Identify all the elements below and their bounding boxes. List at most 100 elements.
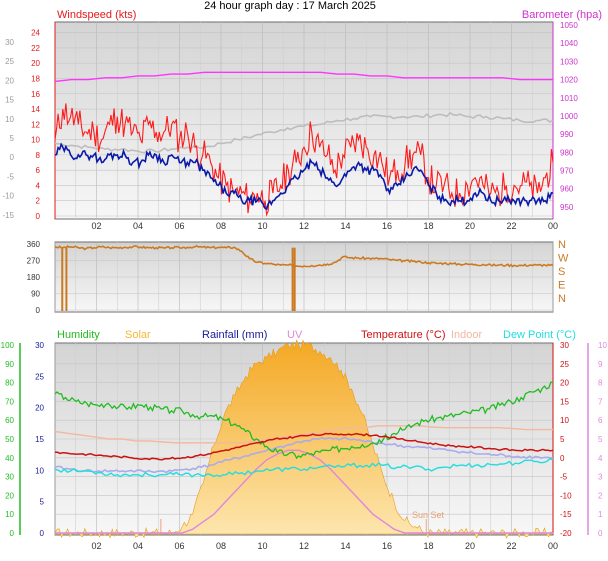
x-tick-label: 18 — [423, 221, 433, 231]
humidity-tick-label: 60 — [5, 416, 14, 425]
uv-tick-label: 7 — [598, 397, 603, 406]
humidity-tick-label: 50 — [5, 435, 14, 444]
wind-gust-line — [54, 103, 554, 217]
wind-tick-label: 10 — [31, 136, 40, 145]
temperature-line — [54, 432, 554, 461]
grey-tick-label: 20 — [5, 76, 14, 85]
x-tick-label: 22 — [506, 541, 516, 551]
temperature-x-ticks: 02 04 06 08 10 12 14 16 18 20 22 00 — [91, 541, 558, 551]
dew-point-line — [54, 458, 554, 478]
humidity-tick-label: 10 — [5, 510, 14, 519]
wind-pressure-panel: Windspeed (kts) Barometer (hpa) 30252015… — [2, 9, 602, 231]
temperature-tick-label: 30 — [560, 341, 569, 350]
legend-entry: Solar — [125, 329, 151, 341]
temperature-tick-label: -5 — [560, 473, 568, 482]
uv-tick-label: 10 — [598, 341, 607, 350]
wind-tick-label: 0 — [36, 212, 41, 221]
grey-series-line — [54, 111, 554, 154]
legend-entry: Rainfall (mm) — [202, 329, 267, 341]
temperature-tick-label: 5 — [560, 435, 565, 444]
direction-tick-label: 90 — [31, 290, 40, 299]
grey-tick-label: 10 — [5, 115, 14, 124]
grey-tick-label: -5 — [7, 172, 15, 181]
x-tick-label: 14 — [340, 221, 350, 231]
uv-tick-label: 9 — [598, 360, 603, 369]
uv-tick-label: 1 — [598, 510, 603, 519]
humidity-tick-label: 20 — [5, 491, 14, 500]
x-tick-label: 00 — [548, 221, 558, 231]
baro-tick-label: 980 — [560, 148, 574, 157]
uv-tick-label: 4 — [598, 454, 603, 463]
temperature-tick-label: 10 — [560, 416, 569, 425]
wind-tick-label: 14 — [31, 105, 40, 114]
grey-tick-label: -10 — [2, 192, 14, 201]
grey-tick-label: 0 — [10, 153, 15, 162]
x-tick-label: 16 — [382, 541, 392, 551]
compass-tick-label: E — [558, 280, 565, 292]
temperature-tick-label: -10 — [560, 491, 572, 500]
direction-degree-ticks: 360 270 180 90 0 — [27, 240, 41, 315]
legend-entry: UV — [287, 329, 303, 341]
compass-tick-label: N — [558, 239, 566, 251]
wind-tick-label: 4 — [36, 181, 41, 190]
baro-tick-label: 1050 — [560, 21, 578, 30]
wind-tick-label: 6 — [36, 166, 41, 175]
baro-tick-label: 970 — [560, 167, 574, 176]
grey-tick-label: -15 — [2, 211, 14, 220]
uv-tick-label: 8 — [598, 379, 603, 388]
x-tick-label: 20 — [465, 541, 475, 551]
grey-tick-label: 25 — [5, 57, 14, 66]
temperature-tick-label: 20 — [560, 379, 569, 388]
x-tick-label: 20 — [465, 221, 475, 231]
graph-title: 24 hour graph day : 17 March 2025 — [204, 0, 376, 12]
humidity-tick-label: 40 — [5, 454, 14, 463]
baro-tick-label: 990 — [560, 130, 574, 139]
wind-axis-label: Windspeed (kts) — [57, 9, 136, 21]
grey-tick-label: 15 — [5, 96, 14, 105]
direction-tick-label: 0 — [36, 306, 41, 315]
x-tick-label: 08 — [216, 541, 226, 551]
baro-tick-label: 1030 — [560, 57, 578, 66]
temperature-tick-label: 25 — [560, 360, 569, 369]
temperature-tick-label: -15 — [560, 510, 572, 519]
x-tick-label: 00 — [548, 541, 558, 551]
wind-outer-ticks: 30 25 20 15 10 5 0 -5 -10 -15 — [2, 38, 14, 220]
x-tick-label: 06 — [174, 541, 184, 551]
baro-tick-label: 1010 — [560, 94, 578, 103]
x-tick-label: 10 — [257, 541, 267, 551]
humidity-tick-label: 80 — [5, 379, 14, 388]
wind-tick-label: 2 — [36, 197, 41, 206]
apparent-temperature-line — [54, 436, 553, 474]
uv-tick-label: 5 — [598, 435, 603, 444]
x-tick-label: 10 — [257, 221, 267, 231]
legend-entry: Dew Point (°C) — [503, 329, 576, 341]
x-tick-label: 22 — [506, 221, 516, 231]
rainfall-tick-label: 30 — [35, 341, 44, 350]
indoor-line — [54, 425, 553, 444]
uv-tick-label: 0 — [598, 529, 603, 538]
compass-tick-label: W — [558, 253, 569, 265]
uv-tick-label: 6 — [598, 416, 603, 425]
wind-tick-label: 12 — [31, 120, 40, 129]
baro-tick-labels: 1050 1040 1030 1020 1010 1000 990 980 970 960 950 — [560, 21, 578, 212]
wind-average-line — [54, 142, 554, 211]
temperature-right-ticks: 30 25 20 15 10 5 0 -5 -10 -15 -20 — [560, 341, 572, 538]
grey-tick-label: 5 — [10, 134, 15, 143]
baro-tick-label: 950 — [560, 203, 574, 212]
baro-tick-label: 1000 — [560, 112, 578, 121]
temperature-legend: Humidity Solar Rainfall (mm) UV Temperature … — [57, 329, 576, 341]
direction-series — [54, 244, 554, 311]
humidity-tick-label: 70 — [5, 397, 14, 406]
rainfall-tick-label: 20 — [35, 404, 44, 413]
humidity-line — [54, 381, 554, 460]
x-tick-label: 12 — [299, 541, 309, 551]
wind-tick-label: 24 — [31, 29, 40, 38]
wind-tick-label: 20 — [31, 59, 40, 68]
uv-tick-label: 3 — [598, 473, 603, 482]
direction-gridlines — [54, 242, 554, 312]
